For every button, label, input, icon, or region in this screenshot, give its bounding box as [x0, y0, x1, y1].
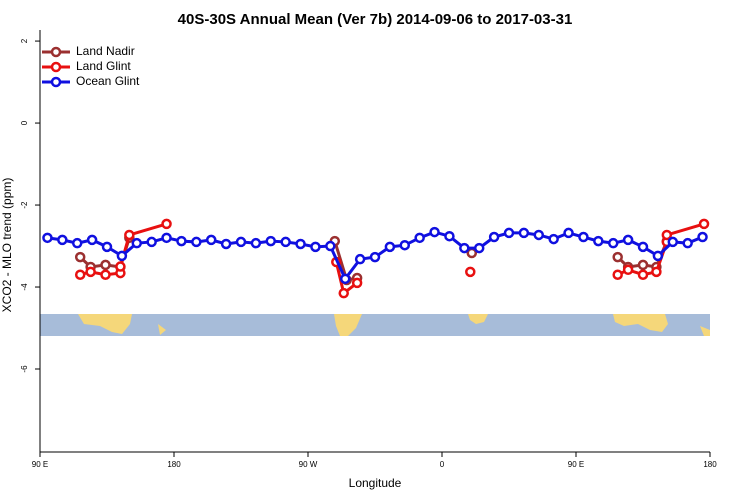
data-point: [205, 234, 217, 246]
data-point: [71, 237, 83, 249]
x-tick-label: 180: [167, 460, 181, 469]
data-point: [265, 235, 277, 247]
data-point: [280, 236, 291, 248]
land-shape: [700, 326, 710, 336]
y-tick-label: 2: [20, 38, 29, 43]
data-point: [612, 269, 623, 280]
data-point: [115, 261, 126, 272]
data-point: [488, 231, 500, 243]
x-tick-label: 90 W: [299, 460, 318, 469]
data-point: [637, 269, 649, 280]
data-point: [131, 237, 143, 249]
y-tick-label: -6: [20, 365, 29, 373]
data-point: [622, 234, 634, 246]
data-point: [325, 240, 336, 252]
data-point: [351, 277, 363, 289]
data-point: [338, 287, 349, 299]
data-point: [220, 238, 232, 250]
data-point: [161, 218, 172, 230]
data-point: [578, 231, 589, 243]
data-point: [86, 234, 98, 246]
series-line: [79, 222, 705, 296]
y-tick-label: -4: [20, 283, 29, 291]
data-point: [235, 236, 247, 248]
legend-label: Land Nadir: [76, 44, 135, 58]
map-strip: [40, 314, 710, 336]
data-point: [651, 266, 662, 278]
data-point: [57, 234, 68, 246]
data-point: [637, 259, 649, 271]
x-tick-label: 90 E: [568, 460, 584, 469]
data-point: [473, 242, 485, 254]
data-point: [661, 229, 673, 241]
data-point: [100, 269, 111, 280]
legend-marker: [50, 46, 62, 58]
data-point: [369, 251, 381, 263]
land-shape: [158, 324, 166, 335]
data-point: [74, 251, 86, 263]
data-point: [74, 269, 86, 280]
chart-title: 40S-30S Annual Mean (Ver 7b) 2014-09-06 …: [178, 11, 573, 28]
data-point: [146, 236, 157, 248]
data-point: [429, 226, 440, 238]
data-point: [85, 266, 96, 278]
data-point: [354, 253, 366, 265]
data-point: [548, 233, 559, 245]
x-tick-label: 0: [440, 460, 445, 469]
y-axis-label: XCO2 - MLO trend (ppm): [0, 178, 14, 313]
legend-marker: [50, 61, 62, 73]
data-point: [652, 250, 664, 262]
legend-label: Ocean Glint: [76, 74, 140, 88]
data-point: [101, 241, 113, 253]
land-shape: [78, 314, 132, 334]
data-point: [612, 251, 623, 263]
data-point: [399, 239, 411, 251]
y-tick-label: 0: [20, 120, 29, 125]
data-point: [637, 241, 649, 253]
land-shape: [334, 314, 362, 336]
data-point: [459, 242, 470, 254]
data-point: [563, 227, 574, 239]
data-point: [593, 235, 604, 247]
data-point: [310, 241, 321, 253]
land-shape: [613, 314, 668, 332]
data-point: [176, 235, 187, 247]
data-point: [339, 273, 351, 285]
data-point: [667, 236, 679, 248]
data-point: [384, 241, 396, 253]
data-point: [100, 259, 111, 271]
x-tick-label: 180: [703, 460, 717, 469]
data-point: [124, 229, 135, 241]
data-point: [533, 229, 545, 241]
data-point: [444, 230, 455, 242]
data-point: [503, 227, 515, 239]
data-point: [250, 237, 262, 249]
data-point: [116, 250, 128, 262]
x-tick-label: 90 E: [32, 460, 48, 469]
legend-label: Land Glint: [76, 59, 131, 73]
data-point: [465, 266, 476, 278]
data-point: [295, 238, 306, 250]
data-point: [161, 232, 172, 244]
data-point: [698, 218, 710, 230]
data-point: [42, 232, 53, 244]
y-tick-label: -2: [20, 201, 29, 209]
data-point: [622, 264, 634, 276]
legend-marker: [50, 76, 62, 88]
data-point: [697, 231, 708, 243]
x-axis-label: Longitude: [349, 476, 402, 490]
data-point: [607, 237, 619, 249]
ocean-band: [40, 314, 710, 336]
data-point: [518, 227, 530, 239]
data-point: [682, 237, 693, 249]
land-shape: [468, 314, 488, 324]
data-point: [414, 232, 425, 244]
data-point: [191, 236, 202, 248]
